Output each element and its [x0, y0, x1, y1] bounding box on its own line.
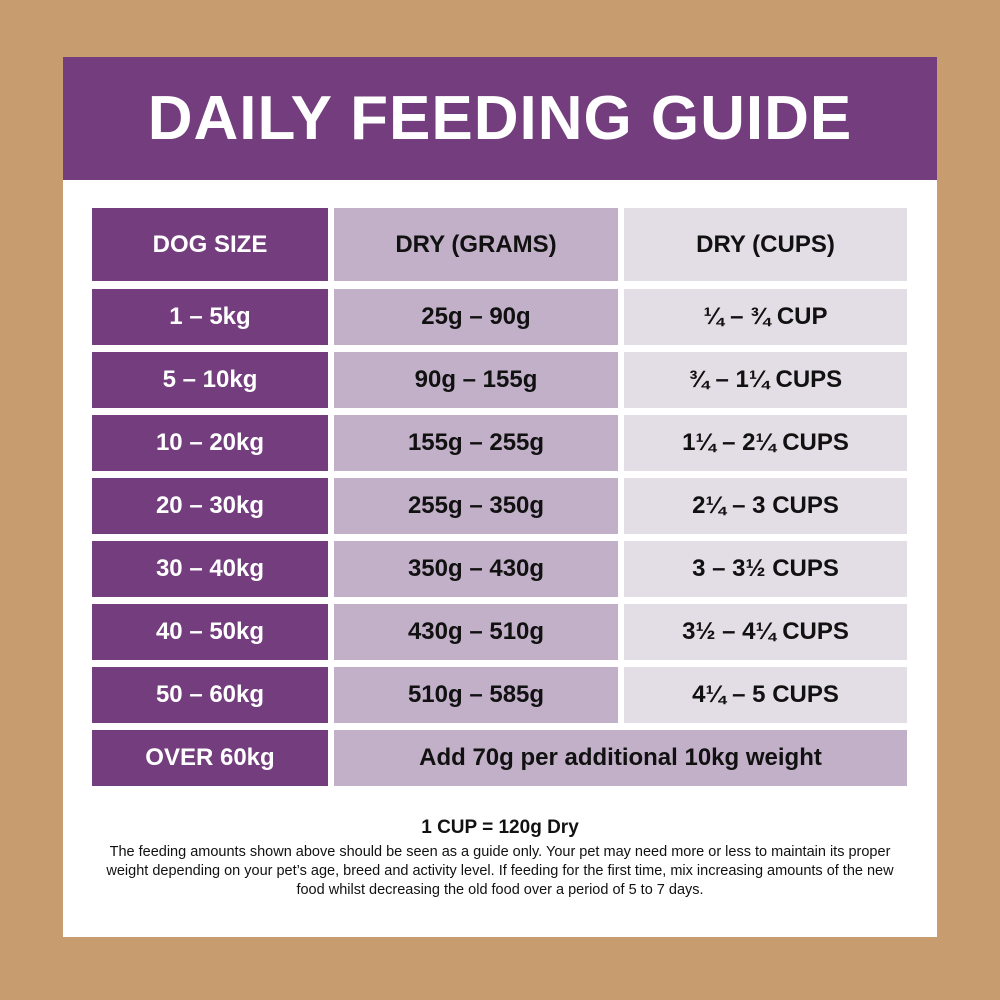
- disclaimer-text: The feeding amounts shown above should b…: [106, 844, 894, 898]
- dog-size-cell: 40 – 50kg: [92, 604, 328, 660]
- dry-cups-cell: ¾ – 1¼ CUPS: [624, 352, 907, 408]
- dry-grams-cell: 350g – 430g: [334, 541, 618, 597]
- dry-grams-cell: 255g – 350g: [334, 478, 618, 534]
- dog-size-cell: 1 – 5kg: [92, 289, 328, 345]
- dry-cups-cell: 3 – 3½ CUPS: [624, 541, 907, 597]
- dog-size-cell: 20 – 30kg: [92, 478, 328, 534]
- dry-cups-cell: 2¼ – 3 CUPS: [624, 478, 907, 534]
- feeding-guide-card: DAILY FEEDING GUIDE DOG SIZE DRY (GRAMS)…: [63, 57, 937, 937]
- dry-grams-cell: 430g – 510g: [334, 604, 618, 660]
- title-banner: DAILY FEEDING GUIDE: [63, 57, 937, 180]
- table-header-row: DOG SIZE DRY (GRAMS) DRY (CUPS): [92, 208, 907, 281]
- feeding-table: DOG SIZE DRY (GRAMS) DRY (CUPS) 1 – 5kg 2…: [92, 208, 907, 793]
- dog-size-cell: 50 – 60kg: [92, 667, 328, 723]
- dry-cups-cell: 1¼ – 2¼ CUPS: [624, 415, 907, 471]
- column-header: DOG SIZE: [92, 208, 328, 281]
- dog-size-cell: 30 – 40kg: [92, 541, 328, 597]
- dry-grams-cell: 25g – 90g: [334, 289, 618, 345]
- dry-grams-cell: 155g – 255g: [334, 415, 618, 471]
- dry-grams-cell: 90g – 155g: [334, 352, 618, 408]
- dog-size-cell: OVER 60kg: [92, 730, 328, 786]
- table-row: 20 – 30kg 255g – 350g 2¼ – 3 CUPS: [92, 478, 907, 534]
- table-row: 1 – 5kg 25g – 90g ¼ – ¾ CUP: [92, 289, 907, 345]
- dry-cups-cell: 3½ – 4¼ CUPS: [624, 604, 907, 660]
- table-row: 50 – 60kg 510g – 585g 4¼ – 5 CUPS: [92, 667, 907, 723]
- additional-note-cell: Add 70g per additional 10kg weight: [334, 730, 907, 786]
- table-row: 30 – 40kg 350g – 430g 3 – 3½ CUPS: [92, 541, 907, 597]
- dry-grams-cell: 510g – 585g: [334, 667, 618, 723]
- table-row: 40 – 50kg 430g – 510g 3½ – 4¼ CUPS: [92, 604, 907, 660]
- cup-conversion: 1 CUP = 120g Dry: [421, 817, 579, 838]
- dry-cups-cell: ¼ – ¾ CUP: [624, 289, 907, 345]
- column-header: DRY (CUPS): [624, 208, 907, 281]
- table-row: 10 – 20kg 155g – 255g 1¼ – 2¼ CUPS: [92, 415, 907, 471]
- table-row-over-60kg: OVER 60kg Add 70g per additional 10kg we…: [92, 730, 907, 786]
- footnote: 1 CUP = 120g Dry The feeding amounts sho…: [63, 817, 937, 900]
- table-row: 5 – 10kg 90g – 155g ¾ – 1¼ CUPS: [92, 352, 907, 408]
- dog-size-cell: 10 – 20kg: [92, 415, 328, 471]
- column-header: DRY (GRAMS): [334, 208, 618, 281]
- dog-size-cell: 5 – 10kg: [92, 352, 328, 408]
- dry-cups-cell: 4¼ – 5 CUPS: [624, 667, 907, 723]
- page-title: DAILY FEEDING GUIDE: [147, 84, 853, 153]
